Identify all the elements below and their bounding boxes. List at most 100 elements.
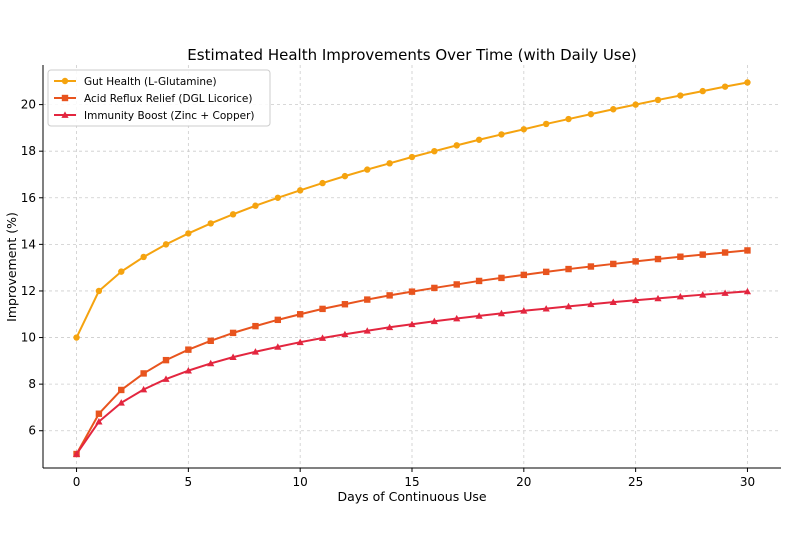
y-tick-label: 14 [21,237,36,251]
axes [39,65,781,472]
data-point [318,334,327,341]
data-point [721,289,729,296]
data-point [162,375,170,382]
data-point [296,311,304,318]
data-point [542,305,550,312]
x-tick-label: 20 [516,475,531,489]
data-point [341,172,349,180]
series-2 [73,247,751,458]
data-point [162,241,170,248]
data-point [140,370,147,377]
data-point [520,271,528,279]
data-point [274,316,282,324]
legend-label: Acid Reflux Relief (DGL Licorice) [84,93,252,105]
data-point [587,263,595,270]
data-point [386,323,394,331]
data-point [363,327,371,334]
x-tick-label: 10 [293,475,308,489]
data-point [475,136,483,143]
legend-item: Immunity Boost (Zinc + Copper) [54,110,255,122]
data-point [475,312,483,319]
data-point [699,87,706,95]
chart-title: Estimated Health Improvements Over Time … [187,46,636,64]
data-point [364,166,371,173]
data-point [73,334,80,341]
data-point [497,309,506,317]
data-point [408,320,416,328]
data-point [744,247,751,254]
data-point [654,255,662,263]
series-1 [73,79,751,341]
legend-item: Acid Reflux Relief (DGL Licorice) [54,93,252,105]
data-point [95,410,103,417]
data-point [341,330,349,338]
data-point [319,305,326,313]
data-point [542,268,550,276]
data-point [587,110,595,118]
data-point [252,322,259,330]
data-point [431,147,438,155]
data-point [140,385,148,393]
data-point [408,288,416,295]
data-point [296,187,304,194]
data-point [632,101,639,108]
data-point [632,258,639,265]
data-point [118,386,125,394]
data-point [207,220,214,227]
data-point [207,337,214,345]
data-point [743,287,752,295]
data-point [721,249,729,256]
data-point [677,253,684,260]
y-tick-label: 12 [21,284,36,298]
data-point [117,399,125,406]
data-point [95,287,103,295]
x-tick-label: 30 [740,475,755,489]
data-point [587,300,595,308]
series-3 [72,287,752,457]
data-point [654,96,662,104]
data-point [699,291,707,298]
data-point [229,353,237,360]
data-point [229,211,237,218]
data-point [610,106,617,113]
data-point [341,301,349,308]
data-point [274,343,282,350]
y-tick-label: 8 [28,377,36,391]
data-point [677,92,684,99]
legend-swatch-marker [61,94,69,102]
legend-swatch-marker [61,111,69,118]
data-point [229,329,237,337]
x-tick-label: 0 [73,475,81,489]
data-point [520,126,528,133]
x-axis-title: Days of Continuous Use [337,489,486,504]
data-point [185,346,192,353]
y-tick-label: 20 [21,98,36,112]
data-point [252,202,259,209]
data-point [386,160,393,167]
data-point [542,120,550,128]
data-point [430,317,438,325]
y-tick-label: 16 [21,191,36,205]
data-point [95,418,103,425]
y-tick-label: 18 [21,144,36,158]
data-point [744,79,751,86]
data-point [184,367,192,374]
data-point [319,179,326,187]
legend-swatch-marker [61,77,69,85]
data-point [296,338,304,346]
data-point [251,348,260,355]
data-point [207,359,215,367]
data-point [609,298,617,306]
data-point [610,260,617,268]
legend: Gut Health (L-Glutamine) Acid Reflux Reli… [47,69,271,127]
grid-lines [43,65,781,468]
data-point [453,142,460,149]
data-point [408,153,416,161]
data-point [185,230,192,237]
x-tick-label: 15 [404,475,419,489]
data-point [654,294,662,302]
legend-box [47,69,271,127]
data-point [565,265,572,273]
